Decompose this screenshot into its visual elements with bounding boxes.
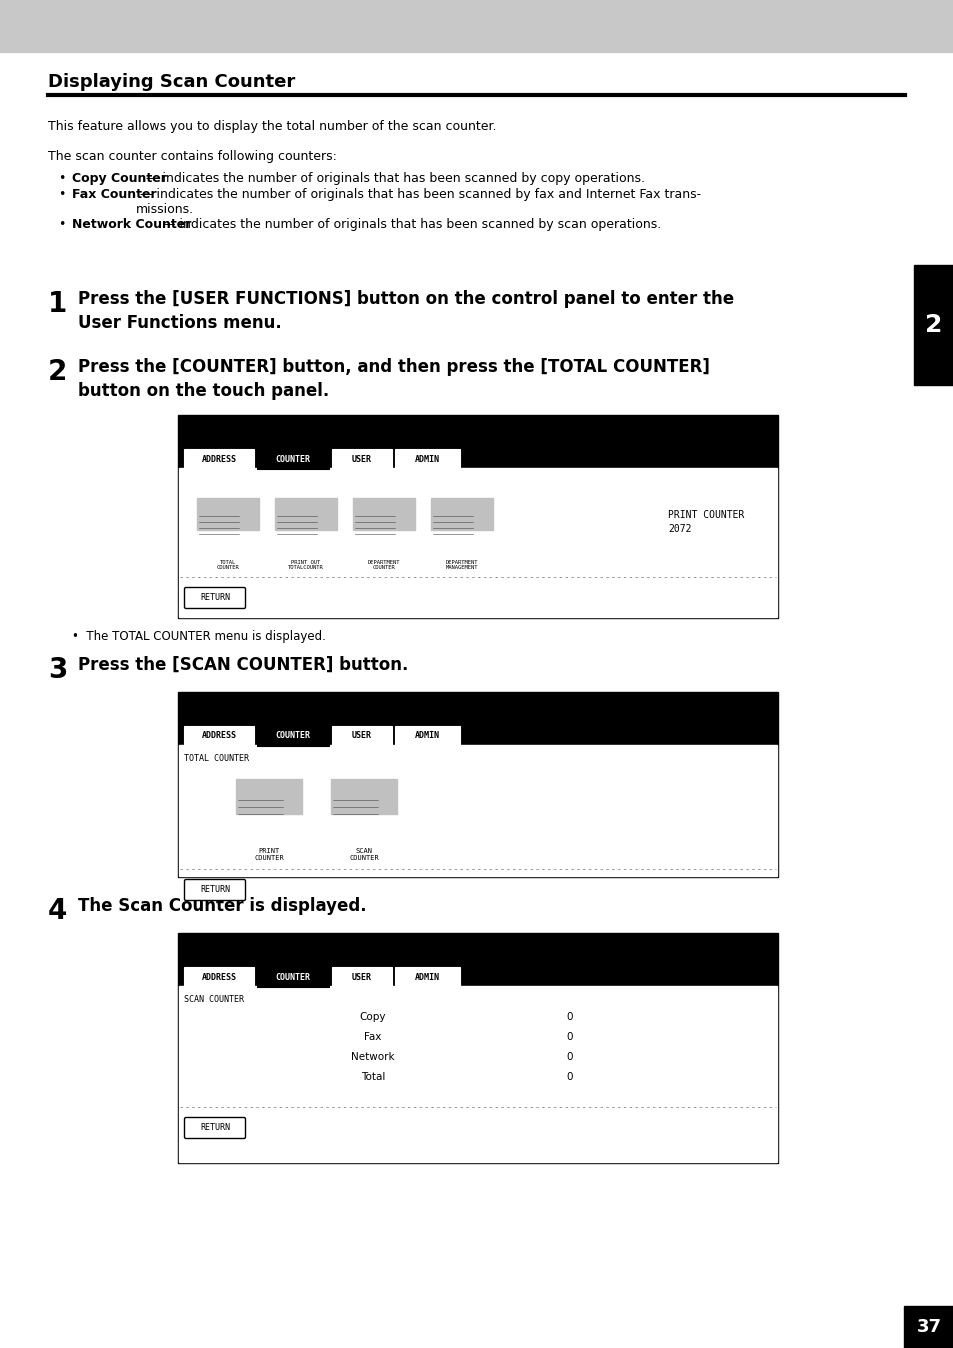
Bar [179,985,776,1162]
Text: Total: Total [360,1072,385,1082]
Text: RETURN: RETURN [200,1123,230,1132]
Text: RETURN: RETURN [200,886,230,895]
Text: TOTAL
COUNTER: TOTAL COUNTER [216,559,239,570]
Text: Fax: Fax [364,1033,381,1042]
Text: ADMIN: ADMIN [415,454,439,464]
Bar [178,692,778,878]
Text: PRINT OUT
TOTALCOUNTR: PRINT OUT TOTALCOUNTR [288,559,323,570]
Text: COUNTER: COUNTER [275,454,310,464]
Text: ADDRESS: ADDRESS [201,972,236,981]
Text: Fax Counter: Fax Counter [71,187,156,201]
Text: COUNTER: COUNTER [275,972,310,981]
Text: •: • [58,218,66,231]
FancyBboxPatch shape [184,879,245,900]
Text: USER: USER [352,732,372,740]
Text: USER: USER [352,972,372,981]
FancyBboxPatch shape [184,1117,245,1139]
Text: ADDRESS: ADDRESS [201,732,236,740]
Text: — indicates the number of originals that has been scanned by copy operations.: — indicates the number of originals that… [141,173,644,185]
Text: Copy: Copy [359,1012,386,1022]
Text: RETURN: RETURN [200,593,230,603]
Text: — indicates the number of originals that has been scanned by fax and Internet Fa: — indicates the number of originals that… [135,187,700,216]
Text: ADDRESS: ADDRESS [201,454,236,464]
Text: 2: 2 [48,359,68,386]
Bar [903,1306,953,1348]
Bar [233,772,305,837]
Bar [331,779,396,814]
Text: 0: 0 [566,1012,573,1022]
Text: Network Counter: Network Counter [71,218,192,231]
Text: PRINT
COUNTER: PRINT COUNTER [253,848,284,861]
Bar [179,468,776,617]
Bar [913,266,953,386]
Bar [178,415,778,617]
Bar [178,415,778,617]
Bar [333,1007,582,1027]
Bar [256,449,329,469]
Text: Displaying Scan Counter: Displaying Scan Counter [48,73,294,92]
Text: DEPARTMENT
COUNTER: DEPARTMENT COUNTER [367,559,400,570]
Bar [184,727,253,745]
Text: COUNTER: COUNTER [275,732,310,740]
Text: PRINT COUNTER
2072: PRINT COUNTER 2072 [667,510,743,534]
Text: Press the [SCAN COUNTER] button.: Press the [SCAN COUNTER] button. [78,656,408,674]
Text: 0: 0 [566,1051,573,1062]
Bar [395,967,459,987]
Bar [395,449,459,469]
Bar [196,497,258,530]
Text: 2: 2 [924,313,942,337]
Text: 0: 0 [566,1033,573,1042]
Bar [350,492,417,550]
Bar [235,779,302,814]
Text: 1: 1 [48,290,67,318]
Text: Press the [COUNTER] button, and then press the [TOTAL COUNTER]
button on the tou: Press the [COUNTER] button, and then pre… [78,359,709,399]
Bar [332,727,392,745]
Text: ADMIN: ADMIN [415,732,439,740]
Bar [184,967,253,987]
Text: 0: 0 [566,1072,573,1082]
Bar [332,967,392,987]
Bar [431,497,493,530]
Bar [428,492,496,550]
Bar [184,449,253,469]
FancyBboxPatch shape [184,588,245,608]
Bar [333,1027,582,1047]
Text: — indicates the number of originals that has been scanned by scan operations.: — indicates the number of originals that… [159,218,660,231]
Bar [272,492,339,550]
Text: The scan counter contains following counters:: The scan counter contains following coun… [48,150,336,163]
Text: 4: 4 [48,896,68,925]
Text: USER: USER [352,454,372,464]
Bar [353,497,415,530]
Bar [179,745,776,876]
Text: TOTAL COUNTER: TOTAL COUNTER [184,754,249,763]
Bar [0,0,953,53]
Text: This feature allows you to display the total number of the scan counter.: This feature allows you to display the t… [48,120,496,133]
Text: •  The TOTAL COUNTER menu is displayed.: • The TOTAL COUNTER menu is displayed. [71,630,326,643]
Bar [333,1047,582,1068]
Text: •: • [58,173,66,185]
Text: •: • [58,187,66,201]
Text: SCAN COUNTER: SCAN COUNTER [184,995,244,1004]
Bar [256,967,329,987]
Text: ADMIN: ADMIN [415,972,439,981]
Text: DEPARTMENT
MANAGEMENT: DEPARTMENT MANAGEMENT [445,559,477,570]
Text: SCAN
COUNTER: SCAN COUNTER [349,848,378,861]
Bar [328,772,399,837]
Bar [395,727,459,745]
Bar [333,1068,582,1086]
Text: Press the [USER FUNCTIONS] button on the control panel to enter the
User Functio: Press the [USER FUNCTIONS] button on the… [78,290,734,332]
Text: The Scan Counter is displayed.: The Scan Counter is displayed. [78,896,366,915]
Bar [193,492,262,550]
Bar [274,497,336,530]
Bar [332,449,392,469]
Text: 3: 3 [48,656,68,683]
Text: Network: Network [351,1051,395,1062]
Text: Copy Counter: Copy Counter [71,173,167,185]
Bar [256,727,329,745]
Text: 37: 37 [916,1318,941,1336]
Bar [178,933,778,1163]
